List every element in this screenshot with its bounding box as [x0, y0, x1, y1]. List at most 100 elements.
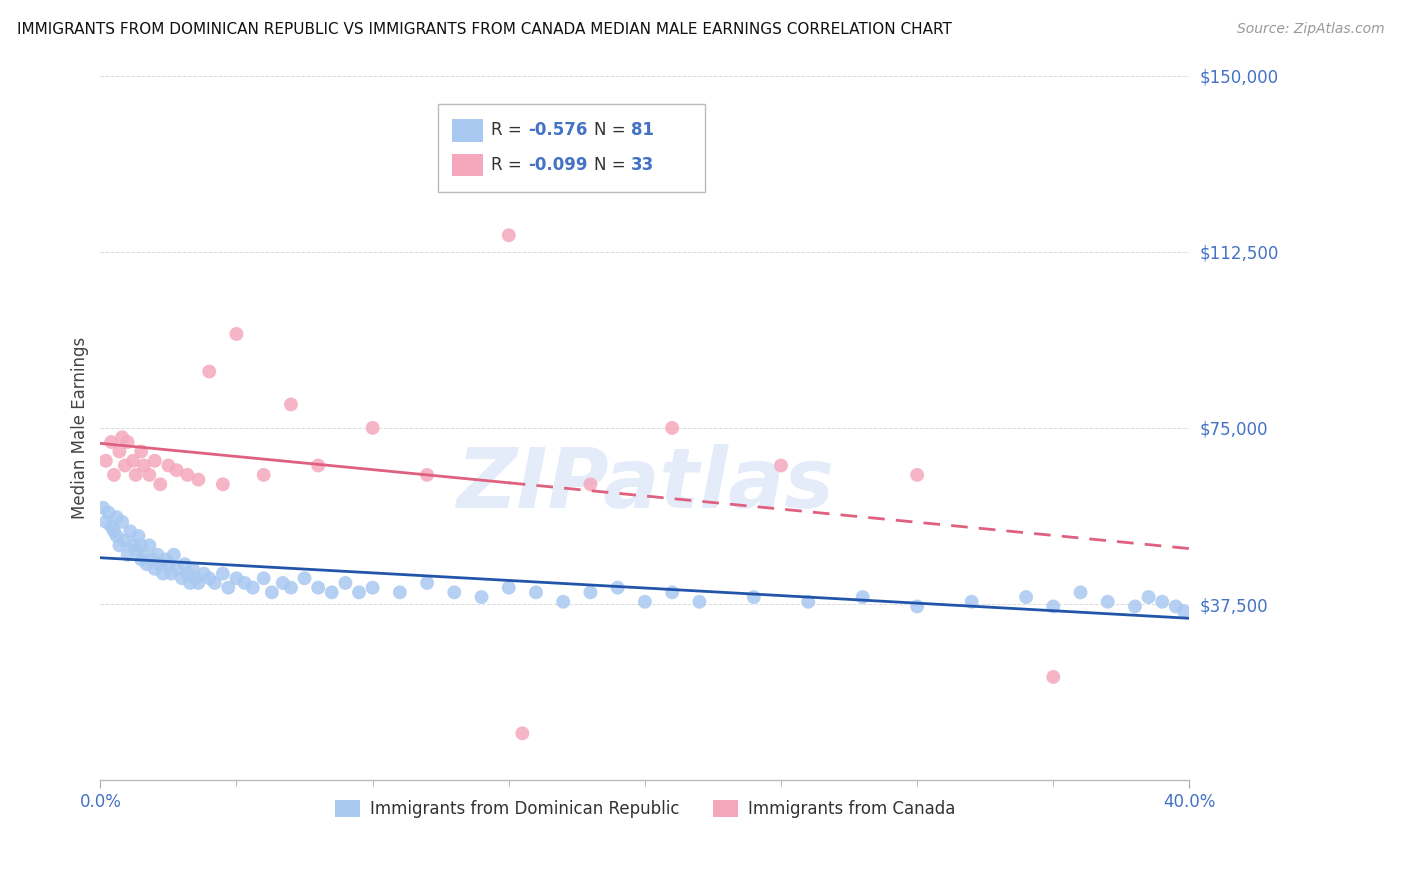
Text: N =: N =: [593, 121, 630, 139]
Point: [553, 595, 575, 609]
Point: [184, 571, 207, 585]
Point: [321, 585, 343, 599]
Point: [1042, 670, 1064, 684]
Point: [117, 548, 139, 562]
Legend: Immigrants from Dominican Republic, Immigrants from Canada: Immigrants from Dominican Republic, Immi…: [328, 793, 962, 825]
Text: 33: 33: [631, 156, 654, 174]
Point: [1070, 585, 1092, 599]
Point: [1097, 595, 1119, 609]
Point: [100, 519, 122, 533]
Point: [111, 515, 134, 529]
Point: [160, 566, 183, 581]
Point: [852, 590, 875, 604]
FancyBboxPatch shape: [437, 103, 704, 192]
Point: [149, 477, 172, 491]
Point: [579, 477, 602, 491]
Point: [905, 599, 928, 614]
Point: [204, 576, 226, 591]
Point: [141, 552, 163, 566]
Point: [361, 581, 384, 595]
Point: [152, 566, 174, 581]
Point: [742, 590, 765, 604]
Point: [498, 581, 520, 595]
Point: [146, 548, 169, 562]
Point: [176, 566, 198, 581]
Point: [105, 510, 128, 524]
Point: [138, 467, 160, 482]
Point: [103, 524, 125, 539]
Point: [294, 571, 316, 585]
Text: -0.099: -0.099: [529, 156, 588, 174]
Point: [443, 585, 465, 599]
Point: [1164, 599, 1187, 614]
Point: [117, 435, 139, 450]
Point: [129, 552, 152, 566]
Point: [307, 581, 329, 595]
Bar: [453, 120, 482, 142]
Point: [634, 595, 657, 609]
Point: [416, 467, 439, 482]
Point: [253, 571, 276, 585]
Point: [217, 581, 239, 595]
Point: [94, 454, 117, 468]
Point: [307, 458, 329, 473]
Point: [253, 467, 276, 482]
Point: [100, 435, 122, 450]
Point: [132, 548, 155, 562]
Point: [91, 500, 114, 515]
Point: [155, 552, 177, 566]
Point: [163, 548, 186, 562]
Point: [181, 562, 204, 576]
Text: R =: R =: [491, 156, 527, 174]
Point: [1173, 604, 1195, 618]
Point: [271, 576, 294, 591]
Y-axis label: Median Male Earnings: Median Male Earnings: [72, 337, 89, 519]
Point: [498, 228, 520, 243]
Point: [198, 571, 221, 585]
Point: [960, 595, 983, 609]
Point: [143, 454, 166, 468]
Point: [149, 557, 172, 571]
Point: [524, 585, 547, 599]
Point: [157, 557, 180, 571]
Point: [97, 506, 120, 520]
Point: [166, 463, 188, 477]
Point: [166, 562, 188, 576]
Point: [1123, 599, 1146, 614]
Point: [212, 477, 235, 491]
Point: [242, 581, 264, 595]
Point: [173, 557, 195, 571]
Point: [225, 571, 247, 585]
Point: [187, 473, 209, 487]
Point: [127, 529, 149, 543]
Point: [361, 421, 384, 435]
Point: [129, 444, 152, 458]
Point: [280, 397, 302, 411]
Point: [233, 576, 256, 591]
Point: [94, 515, 117, 529]
Point: [335, 576, 357, 591]
Text: -0.576: -0.576: [529, 121, 588, 139]
Point: [122, 538, 145, 552]
Point: [125, 543, 148, 558]
Point: [225, 326, 247, 341]
Text: Source: ZipAtlas.com: Source: ZipAtlas.com: [1237, 22, 1385, 37]
Point: [1015, 590, 1038, 604]
Point: [111, 430, 134, 444]
Point: [1152, 595, 1174, 609]
Point: [260, 585, 283, 599]
Point: [1137, 590, 1160, 604]
Point: [157, 458, 180, 473]
Point: [108, 538, 131, 552]
Point: [138, 538, 160, 552]
Point: [135, 557, 157, 571]
Point: [797, 595, 820, 609]
Point: [108, 444, 131, 458]
Point: [905, 467, 928, 482]
Point: [114, 533, 136, 548]
Point: [129, 538, 152, 552]
Point: [1042, 599, 1064, 614]
Point: [170, 571, 193, 585]
Text: 81: 81: [631, 121, 654, 139]
Point: [661, 585, 683, 599]
